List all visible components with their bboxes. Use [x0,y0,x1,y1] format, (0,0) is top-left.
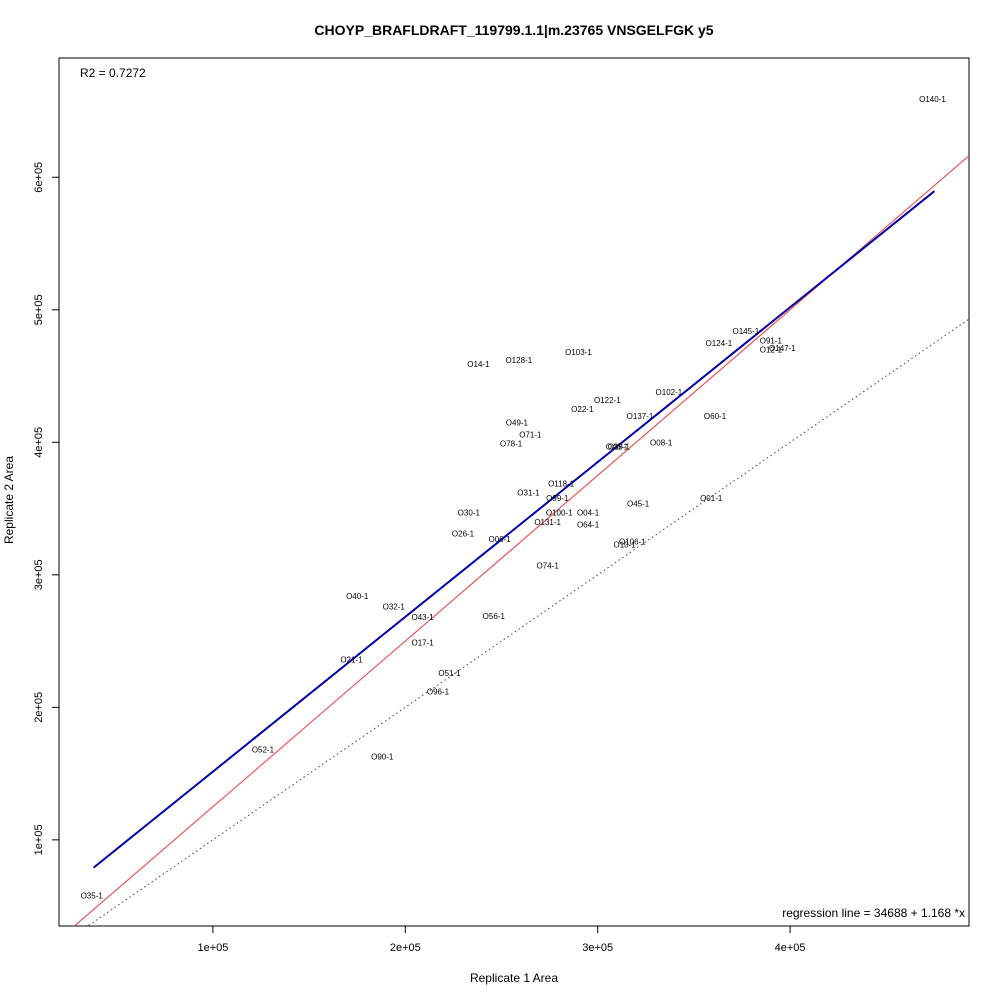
point-label: O08-1 [650,438,673,447]
y-tick-label: 5e+05 [33,294,45,325]
regression-annotation: regression line = 34688 + 1.168 *x [782,906,965,920]
point-label: O17-1 [411,638,434,647]
point-label: O01-1 [700,494,723,503]
y-tick-label: 3e+05 [33,559,45,590]
lines-layer [73,155,969,926]
point-label: O18-1 [608,442,631,451]
point-label: O137-1 [627,412,654,421]
point-label: O52-1 [252,746,275,755]
point-label: O147-1 [769,344,796,353]
point-label: O91-1 [760,336,783,345]
point-label: O145-1 [732,327,759,336]
x-tick-label: 3e+05 [582,942,613,954]
point-label: O40-1 [346,592,369,601]
y-tick-label: 6e+05 [33,162,45,193]
regression-line [93,190,935,869]
x-tick-label: 4e+05 [775,942,806,954]
point-label: O99-1 [546,494,569,503]
point-label: O106-1 [619,538,646,547]
point-label: O31-1 [517,489,540,498]
point-label: O71-1 [519,430,542,439]
point-label: O30-1 [458,509,481,518]
point-label: O90-1 [371,752,394,761]
point-label: O122-1 [594,396,621,405]
point-label: O128-1 [505,356,532,365]
point-label: O118-1 [548,479,575,488]
point-label: O45-1 [627,499,650,508]
point-label: O74-1 [537,562,560,571]
point-label: O51-1 [438,669,461,678]
plot-frame [58,57,970,927]
point-label: O46-1 [606,442,629,451]
r2-annotation: R2 = 0.7272 [80,66,146,80]
point-label: O35-1 [81,892,104,901]
point-label: O32-1 [383,603,406,612]
y-tick-label: 1e+05 [33,824,45,855]
y-axis-title: Replicate 2 Area [2,456,16,544]
point-label: O100-1 [546,509,573,518]
point-label: O140-1 [919,95,946,104]
point-label: O102-1 [656,388,683,397]
point-label: O60-1 [704,412,727,421]
point-label: O96-1 [427,687,450,696]
point-label: O103-1 [565,348,592,357]
point-label: O49-1 [506,418,529,427]
x-axis-title: Replicate 1 Area [470,971,558,985]
point-label: O04-1 [577,509,600,518]
x-tick-label: 1e+05 [197,942,228,954]
x-tick-label: 2e+05 [390,942,421,954]
point-label: O14-1 [467,360,490,369]
point-label: O56-1 [483,612,506,621]
chart-title: CHOYP_BRAFLDRAFT_119799.1.1|m.23765 VNSG… [314,22,713,38]
point-label: O64-1 [577,520,600,529]
point-label: O124-1 [706,339,733,348]
y-tick-label: 4e+05 [33,427,45,458]
point-label: O22-1 [571,405,594,414]
y-tick-label: 2e+05 [33,692,45,723]
point-label: O10-1 [614,540,637,549]
y-axis: 1e+05 2e+05 3e+05 4e+05 5e+05 6e+05 [33,162,59,855]
point-label: O06-1 [488,535,511,544]
point-label: O43-1 [411,613,434,622]
point-label: O26-1 [452,530,475,539]
x-axis: 1e+05 2e+05 3e+05 4e+05 [197,926,806,954]
dotted-line [86,318,969,926]
point-label: O78-1 [500,440,523,449]
point-label: O12-1 [760,346,783,355]
point-label: O131-1 [534,518,561,527]
point-label: O21-1 [340,656,363,665]
